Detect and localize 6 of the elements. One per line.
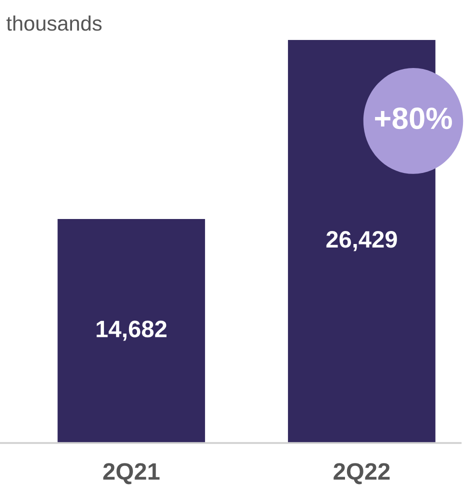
chart-subtitle: thousands: [6, 15, 102, 31]
x-tick-label: 2Q22: [334, 463, 390, 484]
x-tick-label: 2Q21: [103, 463, 160, 484]
annotation: +80%: [375, 108, 452, 130]
data-label: 14,682: [96, 320, 166, 341]
data-label: 26,429: [326, 231, 397, 252]
